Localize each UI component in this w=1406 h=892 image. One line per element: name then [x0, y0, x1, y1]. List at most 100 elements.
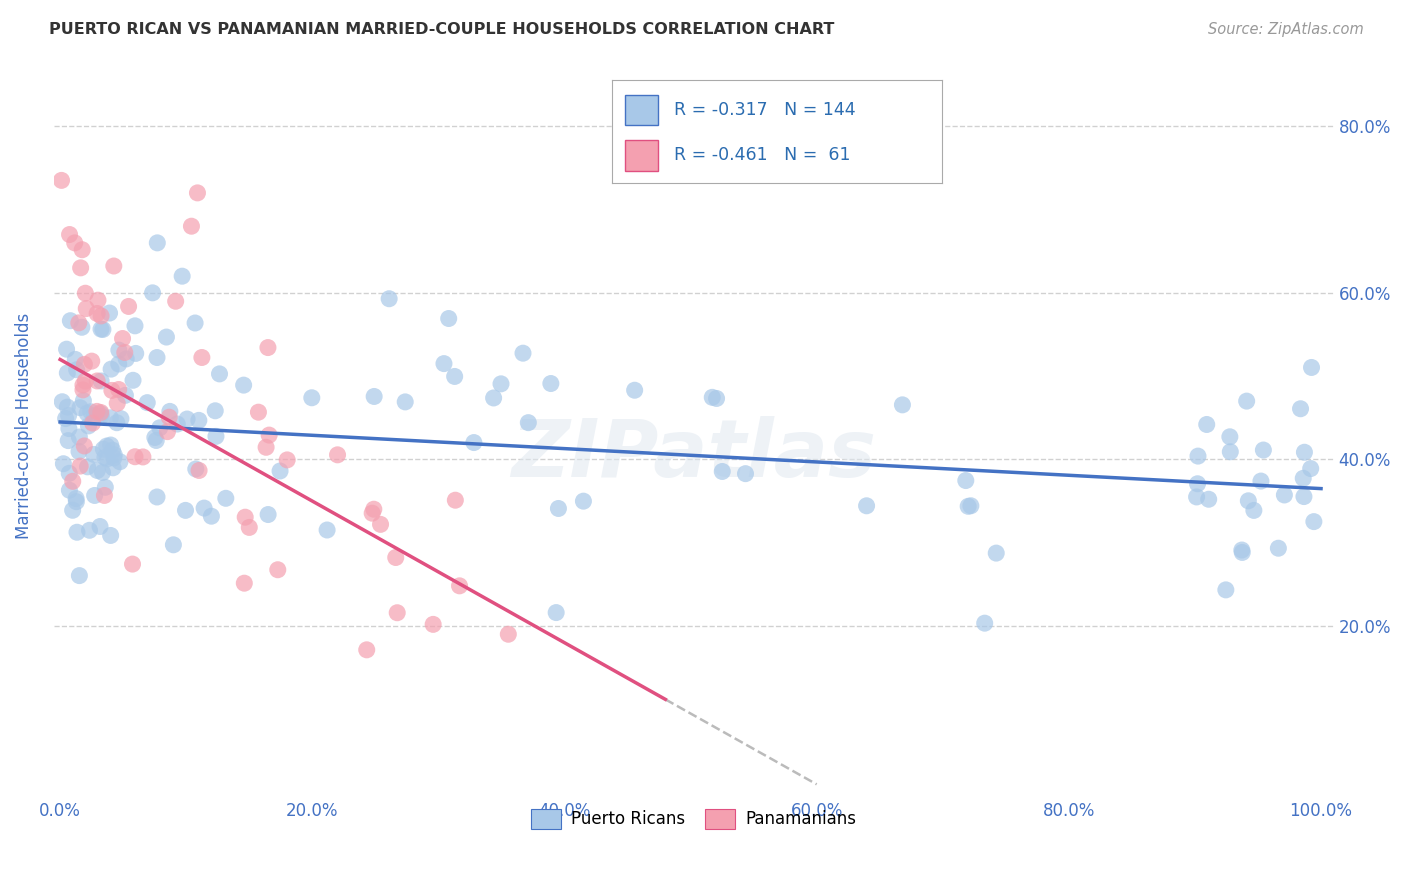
Point [73, 357, 96, 371]
Point [156, 425, 179, 439]
Point [437, 311, 460, 326]
Point [572, 494, 595, 508]
Point [90, 409, 112, 424]
Point [100, 528, 122, 542]
Point [107, 383, 129, 397]
Point [1301, 360, 1323, 375]
Point [72, 378, 94, 392]
Point [159, 404, 181, 418]
Point [121, 557, 143, 571]
Point [155, 330, 177, 344]
Point [316, 523, 339, 537]
Point [1267, 541, 1289, 556]
Point [101, 460, 124, 475]
Point [101, 443, 124, 458]
Point [734, 467, 756, 481]
Point [56, 400, 79, 414]
Point [157, 410, 180, 425]
Point [394, 395, 416, 409]
Point [200, 509, 222, 524]
Point [65, 362, 87, 376]
Point [117, 300, 139, 314]
Point [122, 373, 145, 387]
Point [247, 405, 270, 419]
Point [184, 316, 207, 330]
Point [257, 428, 280, 442]
Point [65, 491, 87, 506]
Point [90, 322, 112, 336]
Point [105, 416, 128, 430]
Point [136, 395, 159, 409]
Point [233, 576, 256, 591]
Point [1243, 503, 1265, 517]
Point [193, 501, 215, 516]
Point [100, 438, 122, 452]
Point [67, 316, 90, 330]
Point [517, 416, 540, 430]
Point [276, 453, 298, 467]
Point [1274, 488, 1296, 502]
Point [111, 332, 134, 346]
Point [146, 490, 169, 504]
Point [51, 173, 73, 187]
Text: R = -0.461   N =  61: R = -0.461 N = 61 [675, 146, 851, 164]
Point [58, 409, 80, 423]
Point [1230, 543, 1253, 558]
Point [83, 447, 105, 461]
Point [58, 421, 80, 435]
Point [145, 434, 167, 448]
Point [107, 357, 129, 371]
Point [1232, 545, 1254, 559]
Point [89, 519, 111, 533]
Point [96, 451, 118, 466]
Point [363, 389, 385, 403]
Point [361, 506, 384, 520]
Point [75, 301, 97, 316]
Point [363, 502, 385, 516]
Point [547, 501, 569, 516]
Point [546, 606, 568, 620]
Point [110, 411, 132, 425]
Point [87, 293, 110, 308]
FancyBboxPatch shape [624, 95, 658, 126]
Point [512, 346, 534, 360]
Point [166, 417, 188, 431]
Point [86, 404, 108, 418]
Point [957, 500, 980, 514]
Point [232, 378, 254, 392]
Point [96, 439, 118, 453]
Point [1294, 445, 1316, 459]
Point [55, 342, 77, 356]
Point [52, 457, 75, 471]
Point [98, 410, 121, 425]
Point [208, 367, 231, 381]
Point [86, 374, 108, 388]
Point [711, 465, 734, 479]
Point [176, 412, 198, 426]
Point [149, 421, 172, 435]
Point [56, 366, 79, 380]
Point [67, 568, 90, 582]
Point [489, 376, 512, 391]
Point [75, 374, 97, 388]
Point [114, 388, 136, 402]
Point [891, 398, 914, 412]
Point [1198, 492, 1220, 507]
Point [184, 462, 207, 476]
Point [180, 219, 202, 234]
Point [973, 616, 995, 631]
Point [623, 383, 645, 397]
Point [191, 351, 214, 365]
Point [1292, 471, 1315, 485]
Point [269, 464, 291, 478]
Point [86, 463, 108, 477]
Point [90, 374, 112, 388]
Point [955, 474, 977, 488]
Point [1219, 430, 1241, 444]
Point [370, 517, 392, 532]
Point [108, 455, 131, 469]
Point [124, 450, 146, 464]
Point [62, 475, 84, 489]
Point [257, 508, 280, 522]
Point [105, 396, 128, 410]
